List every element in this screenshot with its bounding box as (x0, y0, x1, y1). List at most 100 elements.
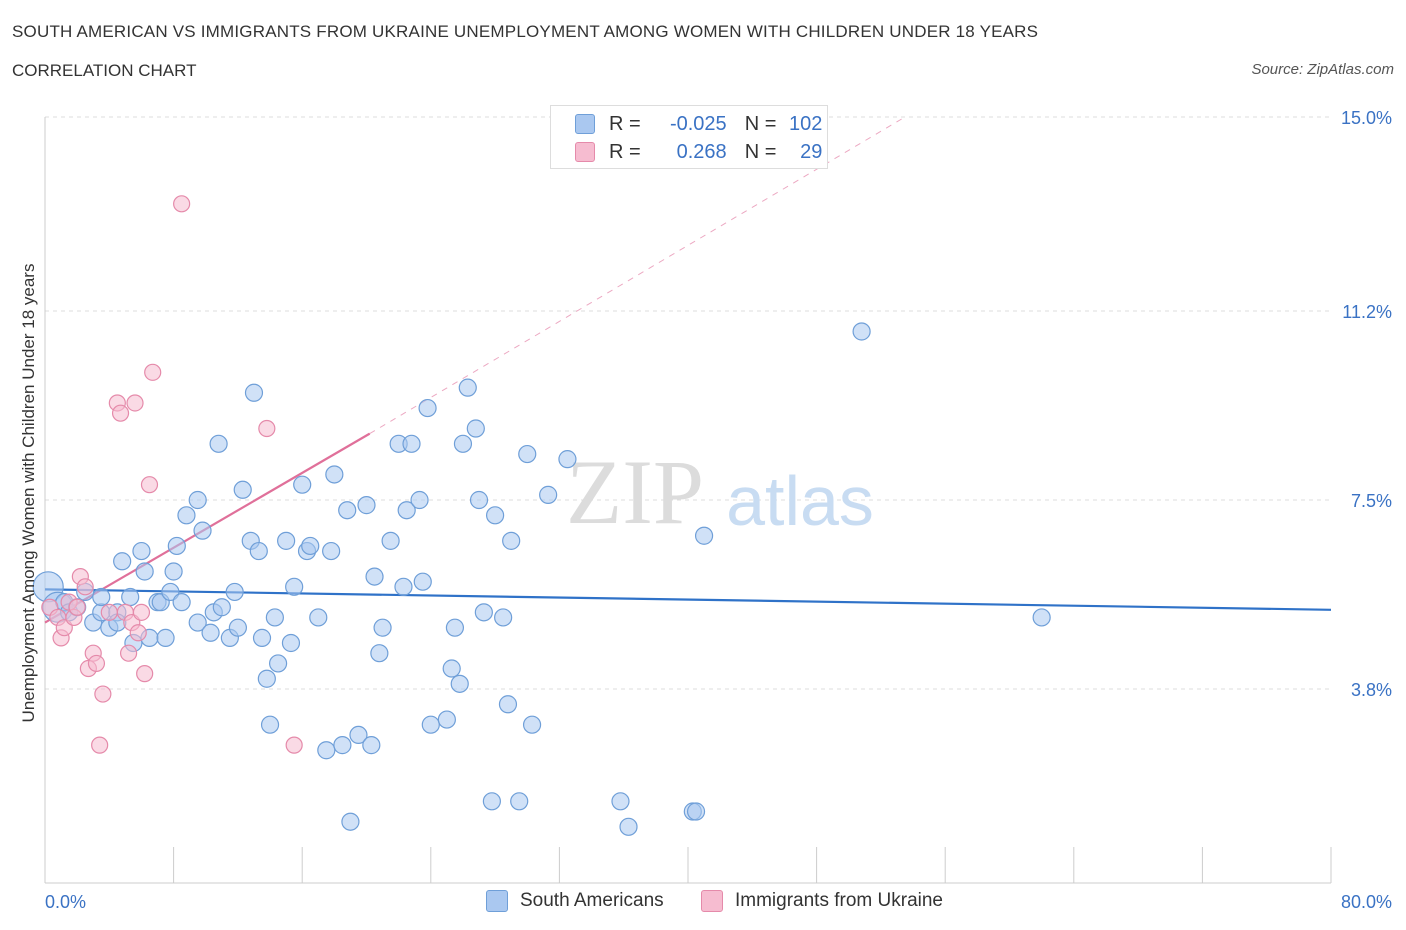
south-americans-point (268, 654, 288, 673)
gridlines (45, 116, 1331, 690)
south-americans-point (188, 490, 207, 510)
south-americans-point (357, 496, 376, 515)
ukraine-point (91, 736, 109, 754)
series-label: South Americans (520, 890, 664, 911)
ukraine-point (87, 654, 106, 673)
series-label: Immigrants from Ukraine (735, 890, 943, 911)
legend-row-south-americans: R = -0.025 N = 102 (575, 112, 822, 136)
south-americans-point (453, 434, 473, 453)
south-americans-point (281, 633, 301, 653)
watermark-atlas: atlas (726, 462, 874, 540)
south-americans-point (370, 644, 389, 663)
south-americans-point (309, 608, 328, 627)
south-americans-point (418, 398, 437, 418)
data-points (32, 195, 1051, 836)
legend-r-label: R = (609, 140, 641, 163)
south-americans-point (225, 582, 244, 602)
south-americans-point (458, 378, 477, 397)
y-tick-label: 7.5% (1351, 491, 1392, 511)
chart-title: SOUTH AMERICAN VS IMMIGRANTS FROM UKRAIN… (12, 22, 1039, 41)
south-americans-point (694, 526, 714, 545)
south-americans-point (265, 608, 284, 627)
legend-n-value: 29 (800, 140, 823, 163)
south-americans-point (244, 383, 264, 402)
legend-r-value: 0.268 (676, 140, 727, 163)
legend-n-label: N = (744, 112, 777, 135)
legend-n-label: N = (744, 140, 777, 163)
south-americans-point (502, 531, 521, 550)
south-americans-point (167, 536, 186, 556)
south-americans-point (317, 741, 336, 760)
legend-r-label: R = (609, 112, 641, 135)
south-americans-point (362, 736, 381, 755)
south-americans-point (619, 817, 638, 836)
series-legend-ukraine: Immigrants from Ukraine (701, 890, 943, 912)
south-americans-point (233, 480, 252, 499)
south-americans-point (437, 710, 456, 729)
south-americans-point (132, 541, 151, 561)
south-americans-point (293, 475, 312, 494)
south-americans-point (172, 593, 191, 612)
x-tick-label: 0.0% (45, 892, 86, 912)
south-americans-point (322, 541, 341, 561)
south-americans-point (325, 465, 344, 484)
south-americans-point (333, 736, 352, 755)
correlation-legend: R = -0.025 N = 102 R = 0.268 N = 29 (550, 105, 828, 169)
south-americans-point (539, 485, 558, 504)
y-axis-label: Unemployment Among Women with Children U… (19, 264, 38, 723)
series-swatch-blue (486, 890, 508, 912)
x-tick-label: 80.0% (1341, 892, 1392, 912)
south-americans-point (413, 572, 432, 591)
chart-subtitle: CORRELATION CHART (12, 61, 197, 80)
south-americans-point (301, 536, 320, 556)
ukraine-point (140, 476, 159, 494)
legend-r-value: -0.025 (669, 112, 727, 135)
south-americans-point (135, 562, 154, 581)
south-americans-point (188, 613, 207, 632)
south-americans-point (1032, 608, 1051, 627)
south-americans-point (277, 531, 296, 550)
south-americans-point (445, 618, 465, 637)
south-americans-point (522, 715, 542, 734)
series-legend: South Americans Immigrants from Ukraine (0, 890, 1406, 916)
south-americans-point (212, 598, 231, 617)
south-americans-point (421, 715, 440, 734)
legend-swatch-blue (575, 114, 595, 134)
south-americans-point (252, 628, 272, 647)
south-americans-point (341, 812, 360, 831)
south-americans-point (397, 501, 416, 520)
south-americans-point (402, 434, 421, 453)
south-americans-point (466, 419, 485, 438)
ukraine-point (119, 644, 138, 662)
y-tick-label: 11.2% (1342, 302, 1392, 322)
south-americans-point (193, 521, 212, 540)
ukraine-point (76, 578, 94, 596)
south-americans-point (177, 506, 196, 525)
ukraine-point (94, 685, 112, 703)
south-americans-point (257, 669, 276, 688)
south-americans-point (201, 623, 220, 642)
south-americans-point (381, 531, 400, 550)
axes (44, 117, 1332, 884)
south-americans-point (260, 715, 280, 734)
south-americans-point (338, 501, 357, 520)
south-americans-point (474, 603, 493, 622)
ukraine-point (144, 363, 162, 381)
source-credit: Source: ZipAtlas.com (1251, 61, 1394, 78)
south-americans-point (161, 582, 180, 602)
legend-n-value: 102 (789, 112, 823, 135)
ukraine-point (136, 665, 154, 683)
south-americans-point (482, 792, 501, 811)
south-americans-point (349, 725, 368, 745)
series-swatch-pink (701, 890, 723, 912)
y-tick-label: 15.0% (1341, 108, 1392, 128)
south-americans-point (494, 608, 513, 627)
south-americans-point (611, 792, 630, 811)
south-americans-point (498, 695, 518, 714)
south-americans-point (365, 567, 384, 586)
south-americans-point (92, 587, 111, 607)
tick-labels: 3.8% 7.5% 11.2% 15.0% 0.0% 80.0% (45, 108, 1392, 912)
south-americans-point (686, 802, 706, 821)
south-americans-trendline (44, 588, 1332, 611)
